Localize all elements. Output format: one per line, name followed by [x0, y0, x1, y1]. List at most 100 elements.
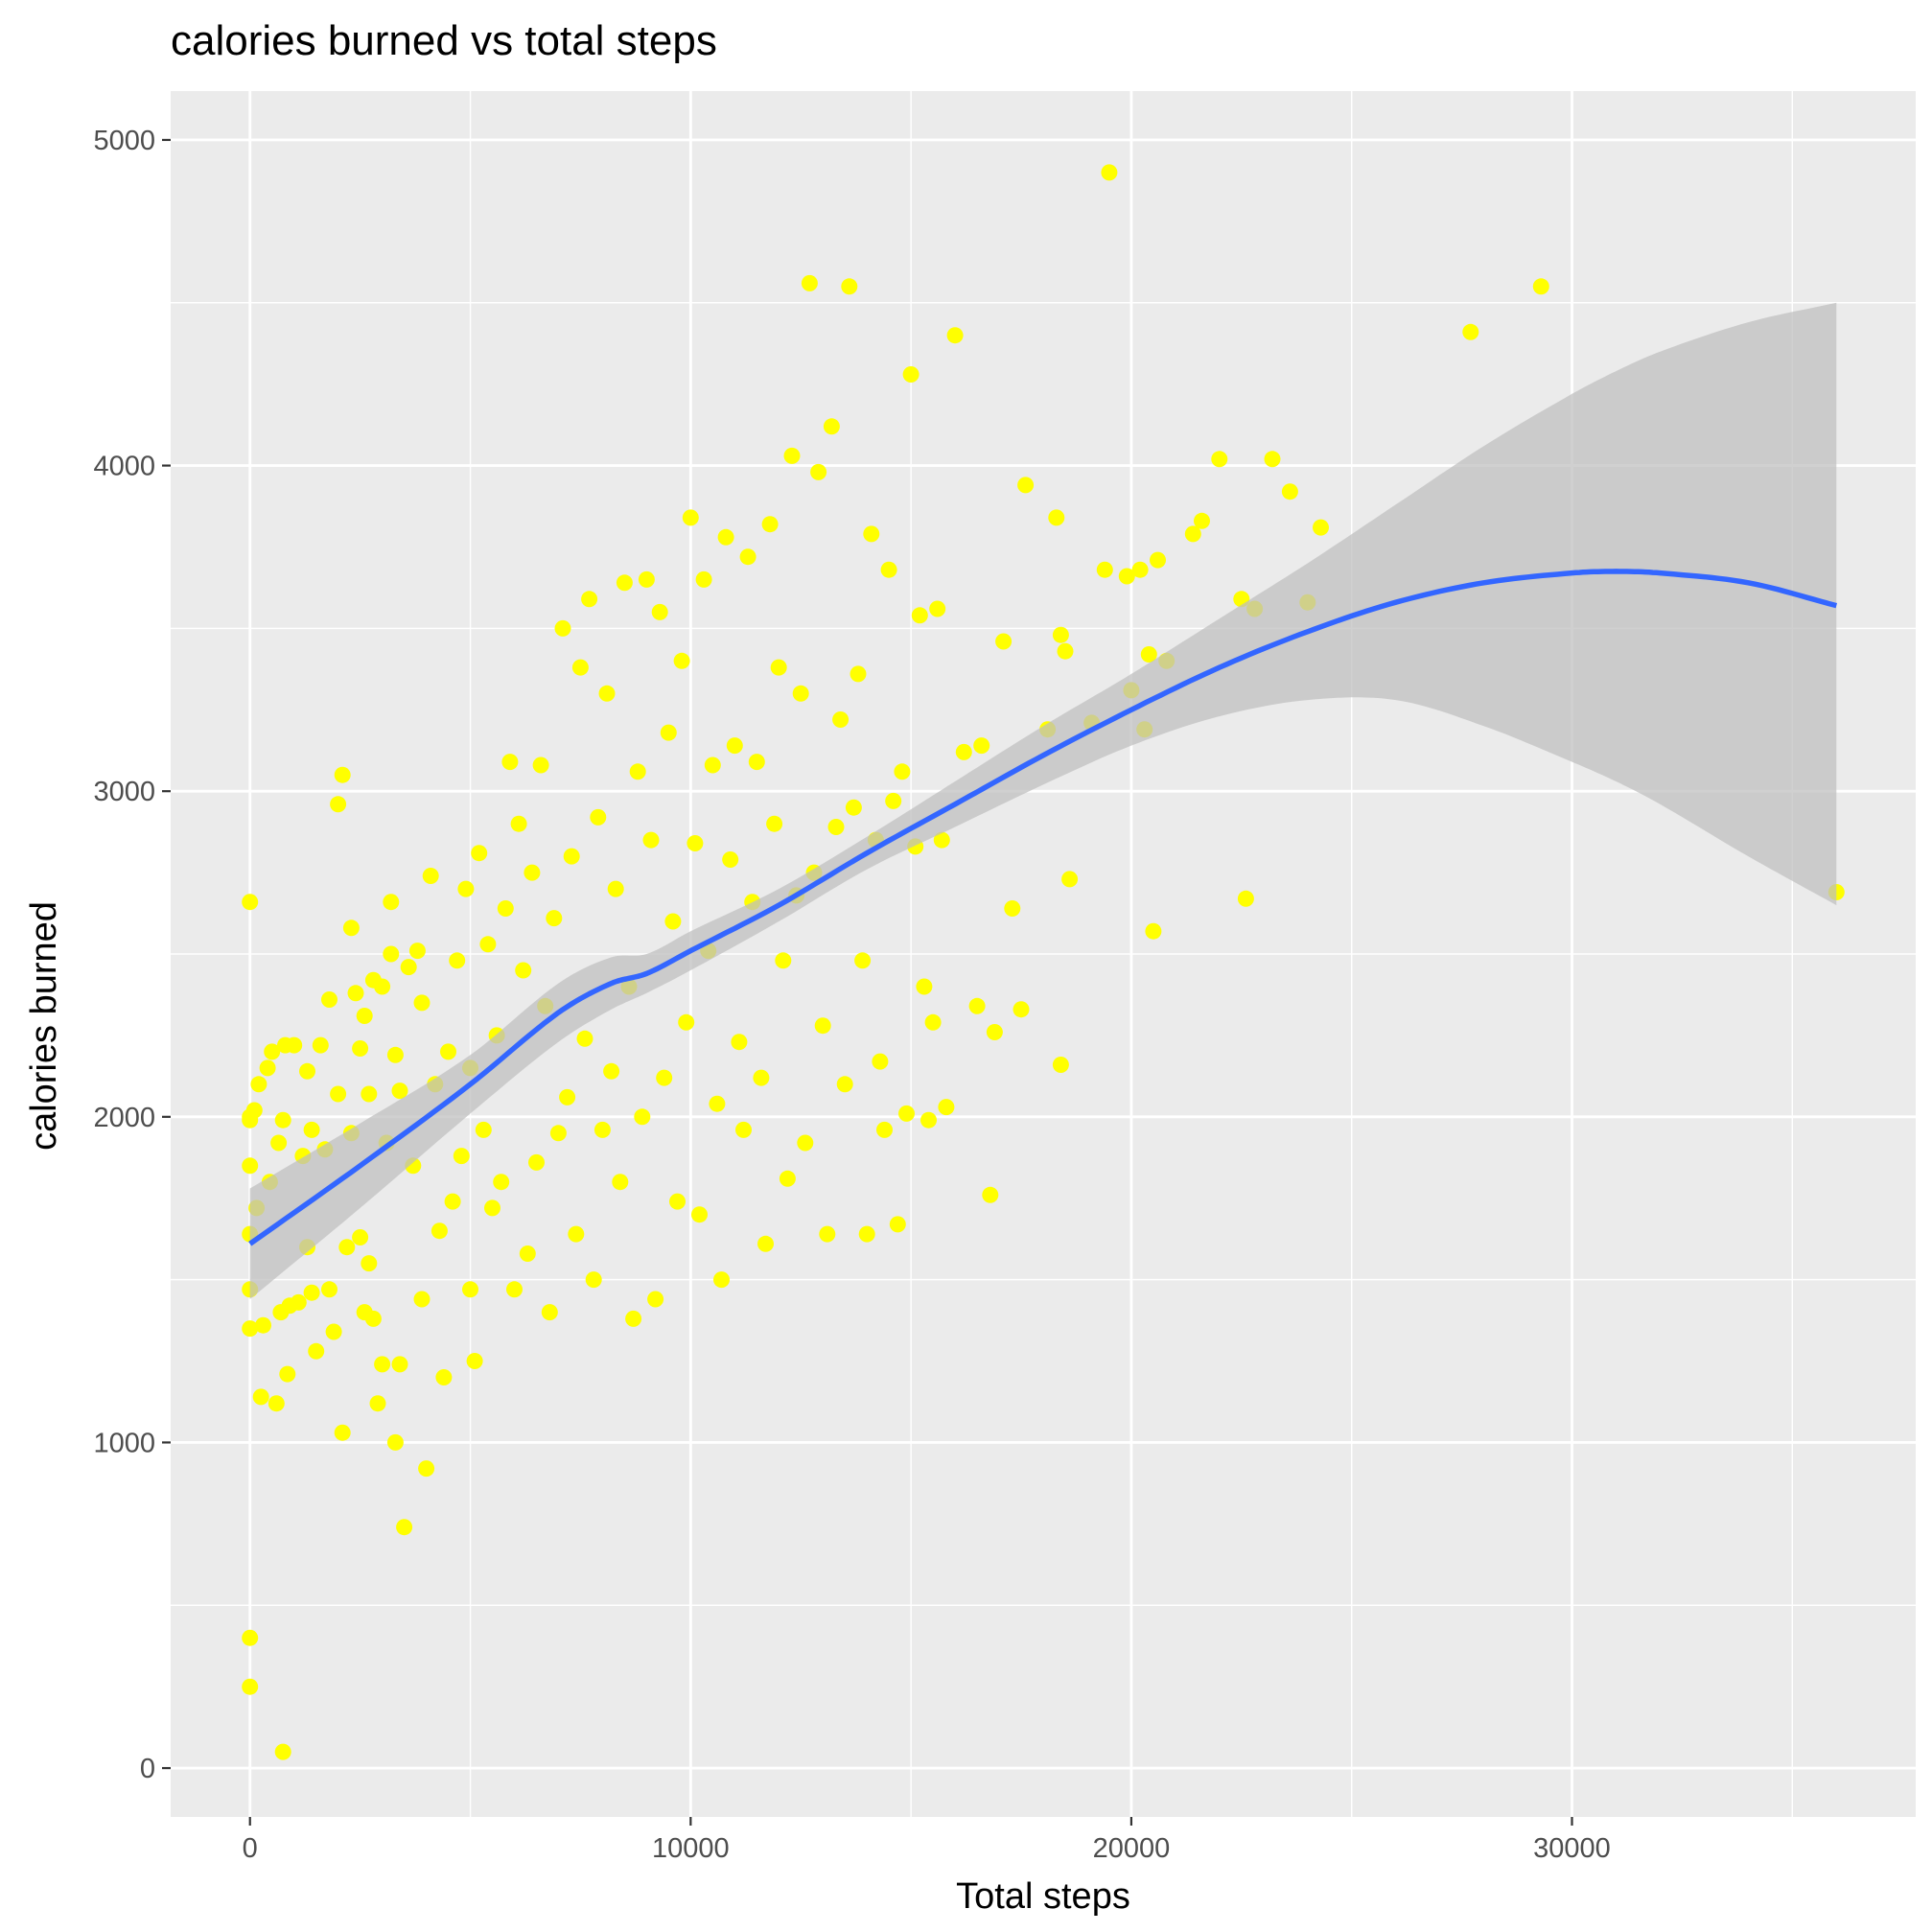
data-point: [568, 1225, 585, 1243]
data-point: [1211, 451, 1228, 468]
data-point: [603, 1062, 620, 1080]
data-point: [435, 1369, 453, 1385]
data-point: [391, 1356, 408, 1373]
y-tick-label: 3000: [93, 777, 155, 807]
data-point: [902, 366, 919, 383]
data-point: [270, 1134, 288, 1152]
data-point: [1061, 871, 1079, 888]
data-point: [664, 913, 682, 930]
data-point: [391, 1082, 408, 1100]
data-point: [946, 327, 964, 344]
data-point: [973, 737, 990, 755]
data-point: [242, 894, 259, 911]
data-point: [814, 1017, 831, 1035]
data-point: [554, 619, 571, 637]
confidence-band: [249, 302, 1837, 1299]
data-point: [303, 1121, 320, 1138]
data-point: [255, 1316, 271, 1334]
data-point: [338, 1239, 356, 1256]
data-point: [286, 1036, 303, 1054]
data-point: [933, 831, 950, 849]
data-point: [1194, 512, 1210, 529]
data-point: [911, 607, 928, 624]
data-point: [1048, 509, 1065, 526]
data-point: [819, 1225, 836, 1243]
data-point: [938, 1099, 955, 1116]
data-point: [916, 978, 933, 995]
data-point: [832, 711, 850, 728]
data-point: [625, 1310, 642, 1327]
data-point: [475, 1121, 492, 1138]
data-point: [1462, 323, 1479, 340]
y-axis-title: calories burned: [24, 901, 64, 1151]
data-point: [330, 796, 347, 813]
data-point: [559, 1088, 576, 1106]
data-point: [687, 835, 704, 851]
data-point: [576, 1030, 594, 1047]
data-point: [264, 1043, 281, 1060]
data-point: [775, 952, 792, 969]
data-point: [563, 848, 580, 865]
data-point: [678, 1013, 695, 1031]
data-point: [647, 1291, 664, 1308]
data-point: [722, 851, 739, 868]
x-tick-label: 30000: [1533, 1833, 1611, 1864]
data-point: [642, 831, 660, 849]
data-point: [1118, 568, 1135, 585]
data-point: [444, 1193, 461, 1210]
data-point: [303, 1284, 320, 1301]
data-point: [268, 1395, 285, 1412]
data-point: [546, 910, 563, 927]
data-point: [713, 1271, 730, 1289]
data-point: [413, 1291, 431, 1308]
x-tick-label: 0: [243, 1833, 258, 1864]
x-axis-title: Total steps: [956, 1876, 1130, 1917]
data-point: [242, 1157, 259, 1175]
chart-title: calories burned vs total steps: [171, 17, 717, 64]
data-point: [717, 528, 734, 546]
data-point: [396, 1519, 413, 1536]
data-point: [386, 1046, 404, 1063]
data-point: [501, 754, 519, 771]
data-point: [850, 665, 867, 683]
data-point: [673, 652, 690, 669]
data-point: [515, 962, 532, 979]
data-point: [753, 1069, 770, 1086]
data-point: [1532, 278, 1549, 295]
data-point: [924, 1013, 942, 1031]
data-point: [616, 574, 633, 592]
data-point: [779, 1170, 796, 1187]
data-point: [321, 1281, 338, 1298]
data-point: [374, 1356, 391, 1373]
data-point: [982, 1186, 999, 1203]
data-point: [440, 1043, 456, 1060]
data-point: [1013, 1001, 1030, 1018]
data-point: [1004, 900, 1021, 917]
data-point: [581, 591, 598, 608]
data-point: [792, 685, 809, 702]
data-point: [634, 1108, 651, 1126]
y-tick-label: 1000: [93, 1428, 155, 1458]
x-tick-label: 20000: [1093, 1833, 1171, 1864]
data-point: [541, 1304, 558, 1321]
data-point: [524, 864, 541, 881]
data-point: [242, 1678, 259, 1695]
data-point: [259, 1059, 276, 1077]
data-point: [312, 1036, 329, 1054]
data-point: [274, 1111, 291, 1129]
data-point: [449, 952, 466, 969]
data-point: [669, 1193, 686, 1210]
data-point: [598, 685, 616, 702]
data-point: [252, 1388, 269, 1406]
data-point: [801, 274, 818, 291]
data-point: [761, 516, 779, 533]
x-tick-label: 10000: [652, 1833, 730, 1864]
data-point: [528, 1153, 545, 1171]
data-point: [383, 945, 400, 963]
data-point: [872, 1053, 889, 1070]
data-point: [299, 1062, 315, 1080]
data-point: [418, 1460, 435, 1478]
data-point: [731, 1034, 748, 1051]
data-point: [1140, 646, 1157, 663]
